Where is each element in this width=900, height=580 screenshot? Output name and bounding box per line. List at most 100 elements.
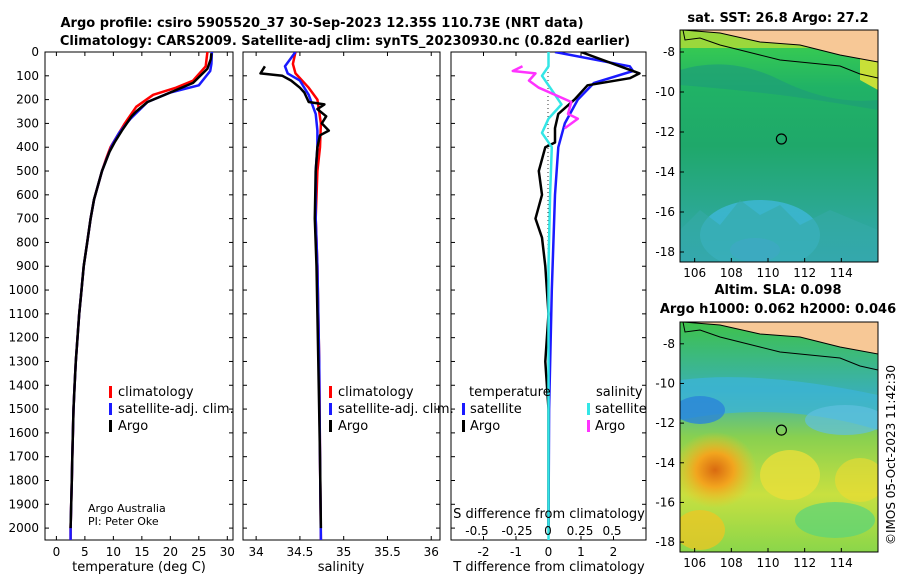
x-tick-label: 2 [610, 545, 618, 559]
s-tick-label: 0.5 [602, 524, 621, 538]
s-difference-xlabel: S difference from climatology [453, 507, 645, 522]
map-y-tick-label: -14 [655, 456, 675, 470]
t-difference-xlabel: T difference from climatology [452, 560, 645, 575]
legend-label-s-satellite: satellite [595, 402, 647, 417]
credit-line1: Argo Australia [88, 502, 166, 515]
x-tick-label: -1 [510, 545, 522, 559]
series-line-argo [259, 65, 331, 529]
x-tick-label: 1 [577, 545, 585, 559]
x-tick-label: 25 [191, 545, 206, 559]
x-tick-label: 5 [81, 545, 89, 559]
legend-label-satellite: satellite-adj. clim. [338, 402, 454, 417]
legend-label-s-argo: Argo [595, 419, 625, 434]
y-tick-label: 1300 [8, 354, 39, 368]
legend-label-satellite: satellite-adj. clim. [118, 402, 234, 417]
series-line-s-argo [511, 65, 580, 130]
salinity-legend: climatology satellite-adj. clim. Argo [329, 385, 454, 434]
series-line-climatology [69, 52, 209, 540]
y-tick-label: 1100 [8, 307, 39, 321]
map-x-tick-label: 110 [757, 556, 780, 570]
figure-title-line1: Argo profile: csiro 5905520_37 30-Sep-20… [60, 16, 583, 31]
map-y-tick-label: -10 [655, 376, 675, 390]
series-line-satellite-adj-clim- [69, 52, 214, 540]
y-tick-label: 100 [16, 69, 39, 83]
sla-map-panel: Altim. SLA: 0.098 Argo h1000: 0.062 h200… [655, 283, 896, 570]
legend-heading-salinity: salinity [596, 385, 643, 400]
y-tick-label: 1800 [8, 473, 39, 487]
y-tick-label: 200 [16, 93, 39, 107]
map-x-tick-label: 112 [793, 556, 816, 570]
y-tick-label: 1200 [8, 331, 39, 345]
legend-label-argo: Argo [338, 419, 368, 434]
series-line-s-satellite [540, 52, 563, 540]
y-tick-label: 1400 [8, 378, 39, 392]
x-tick-label: 35.5 [374, 545, 401, 559]
map-x-tick-label: 112 [793, 266, 816, 280]
imos-timestamp: ©IMOS 05-Oct-2023 11:42:30 [884, 365, 898, 545]
x-tick-label: 36 [424, 545, 439, 559]
map-x-tick-label: 106 [683, 266, 706, 280]
y-tick-label: 1600 [8, 426, 39, 440]
map-y-tick-label: -10 [655, 85, 675, 99]
legend-swatch-t-satellite [462, 403, 465, 415]
difference-legend: temperature satellite Argo salinity sate… [462, 385, 647, 434]
legend-swatch-climatology [329, 386, 332, 398]
map-y-tick-label: -12 [655, 416, 675, 430]
legend-swatch-s-argo [587, 420, 590, 432]
legend-swatch-satellite [329, 403, 332, 415]
y-tick-label: 400 [16, 140, 39, 154]
temperature-legend: climatology satellite-adj. clim. Argo [109, 385, 234, 434]
series-line-t-argo [534, 52, 641, 529]
legend-label-climatology: climatology [338, 385, 414, 400]
s-tick-label: 0.25 [567, 524, 594, 538]
map-y-tick-label: -12 [655, 125, 675, 139]
x-tick-label: 34 [248, 545, 263, 559]
y-tick-label: 1700 [8, 450, 39, 464]
y-tick-label: 1000 [8, 283, 39, 297]
temperature-xlabel: temperature (deg C) [72, 560, 206, 575]
map-x-tick-label: 114 [830, 556, 853, 570]
figure-title-line2: Climatology: CARS2009. Satellite-adj cli… [60, 34, 630, 49]
map-x-tick-label: 108 [720, 556, 743, 570]
sla-map-title-line2: Argo h1000: 0.062 h2000: 0.046 [660, 302, 896, 317]
x-tick-label: 10 [106, 545, 121, 559]
x-tick-label: 34.5 [287, 545, 314, 559]
legend-heading-temperature: temperature [469, 385, 551, 400]
series-line-t-satellite [547, 52, 635, 529]
map-x-tick-label: 114 [830, 266, 853, 280]
map-x-tick-label: 106 [683, 556, 706, 570]
y-tick-label: 500 [16, 164, 39, 178]
salinity-xlabel: salinity [318, 560, 365, 575]
x-tick-label: 35 [336, 545, 351, 559]
series-line-satellite-adj-clim- [283, 52, 323, 540]
legend-swatch-s-satellite [587, 403, 590, 415]
y-tick-label: 700 [16, 212, 39, 226]
s-tick-label: -0.5 [465, 524, 488, 538]
legend-swatch-satellite [109, 403, 112, 415]
y-tick-label: 1900 [8, 497, 39, 511]
legend-label-t-argo: Argo [470, 419, 500, 434]
x-tick-label: 30 [220, 545, 235, 559]
sst-map-title: sat. SST: 26.8 Argo: 27.2 [687, 11, 868, 26]
y-tick-label: 2000 [8, 521, 39, 535]
map-y-tick-label: -14 [655, 165, 675, 179]
difference-panel: -2 -1 0 1 2 T difference from climatology S … [450, 51, 647, 575]
legend-label-climatology: climatology [118, 385, 194, 400]
legend-swatch-argo [329, 420, 332, 432]
y-tick-label: 900 [16, 259, 39, 273]
x-tick-label: 20 [163, 545, 178, 559]
credit-line2: PI: Peter Oke [88, 515, 159, 528]
salinity-panel: 34 34.5 35 35.5 36 salinity climatology sate… [242, 51, 454, 575]
map-y-tick-label: -8 [663, 337, 675, 351]
argo-float-marker [775, 424, 788, 436]
y-tick-label: 0 [31, 45, 39, 59]
y-tick-label: 600 [16, 188, 39, 202]
y-tick-label: 300 [16, 116, 39, 130]
x-tick-label: 0 [53, 545, 61, 559]
legend-swatch-climatology [109, 386, 112, 398]
map-y-tick-label: -18 [655, 535, 675, 549]
s-tick-label: -0.25 [501, 524, 532, 538]
series-line-argo [69, 53, 213, 529]
legend-swatch-t-argo [462, 420, 465, 432]
